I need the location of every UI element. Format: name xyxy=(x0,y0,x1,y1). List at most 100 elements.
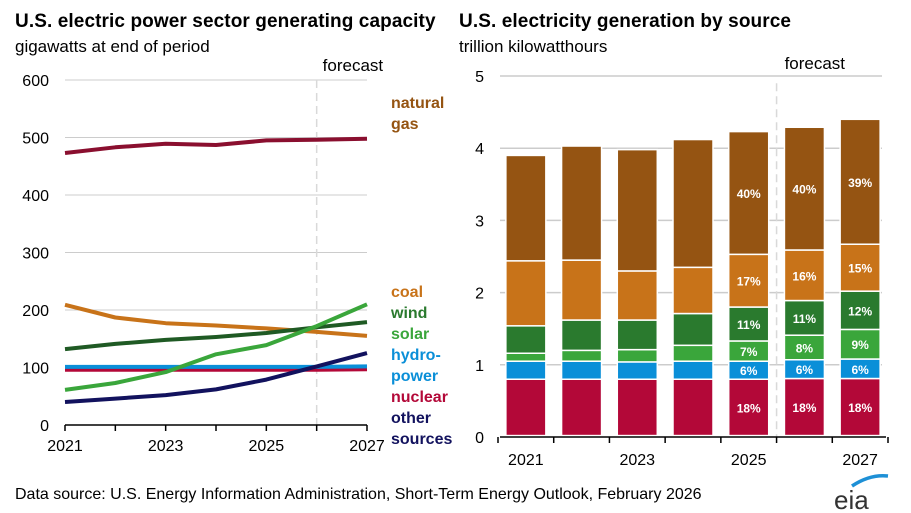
bar-data-label: 39% xyxy=(848,176,872,190)
bar-data-label: 18% xyxy=(737,401,761,415)
left-y-tick-label: 200 xyxy=(22,303,49,320)
bar-segment-nuclear xyxy=(560,378,603,437)
left-chart-title: U.S. electric power sector generating ca… xyxy=(15,11,436,32)
legend-label-other: sources xyxy=(391,431,452,448)
right-x-tick-label: 2023 xyxy=(619,452,655,469)
legend-label-nuclear: nuclear xyxy=(391,389,448,406)
right-y-tick-label: 3 xyxy=(475,213,484,230)
bar-segment-nuclear xyxy=(672,378,714,437)
bar-segment-hydropower xyxy=(505,360,547,380)
eia-logo: eia xyxy=(834,473,889,512)
line-series-natural-gas xyxy=(64,136,368,155)
bar-segment-hydropower xyxy=(616,361,659,380)
right-x-tick-label: 2021 xyxy=(508,452,544,469)
bar-data-label: 15% xyxy=(848,262,872,276)
line-series-solar xyxy=(64,302,368,392)
bar-segment-nuclear xyxy=(505,378,547,437)
right-y-tick-label: 2 xyxy=(475,286,484,303)
bar-segment-natural-gas xyxy=(839,118,881,245)
bar-segment-coal xyxy=(616,270,659,321)
bar-segment-nuclear xyxy=(783,377,826,437)
bar-data-label: 16% xyxy=(792,269,816,283)
bar-segment-solar xyxy=(505,352,547,362)
bar-segment-wind xyxy=(560,319,603,352)
bar-segment-nuclear xyxy=(616,378,659,437)
line-series-nuclear xyxy=(65,367,368,372)
left-x-tick-label: 2023 xyxy=(148,438,184,455)
left-forecast-label: forecast xyxy=(323,56,384,75)
legend-label-other: other xyxy=(391,410,431,427)
bar-segment-solar xyxy=(616,348,659,363)
bar-data-label: 6% xyxy=(796,363,814,377)
bar-segment-natural-gas xyxy=(560,145,603,261)
bar-data-label: 12% xyxy=(848,304,872,318)
legend-label-hydropower: power xyxy=(391,368,438,385)
bar-segment-natural-gas xyxy=(783,126,826,251)
left-y-tick-label: 600 xyxy=(22,73,49,90)
line-series-coal xyxy=(64,302,368,338)
bar-data-label: 6% xyxy=(851,363,869,377)
legend-label-natural-gas: gas xyxy=(391,116,419,133)
bar-segment-wind xyxy=(616,319,659,351)
bar-data-label: 40% xyxy=(737,187,761,201)
bar-segment-wind xyxy=(505,325,547,354)
bar-segment-nuclear xyxy=(839,377,881,437)
bar-segment-solar xyxy=(560,349,603,362)
bar-segment-coal xyxy=(560,259,603,321)
eia-logo-arc-icon xyxy=(851,473,889,488)
bar-data-label: 11% xyxy=(737,318,761,332)
left-y-tick-label: 100 xyxy=(22,361,49,378)
bar-segment-wind xyxy=(672,312,714,347)
bar-data-label: 17% xyxy=(737,275,761,289)
left-y-tick-label: 400 xyxy=(22,188,49,205)
bar-data-label: 8% xyxy=(796,341,814,355)
bar-segment-natural-gas xyxy=(672,138,714,269)
left-x-tick-label: 2021 xyxy=(47,438,83,455)
left-y-tick-label: 500 xyxy=(22,131,49,148)
left-y-tick-label: 0 xyxy=(40,418,49,435)
bar-segment-solar xyxy=(672,344,714,362)
bar-data-label: 18% xyxy=(792,401,816,415)
right-forecast-label: forecast xyxy=(785,54,846,73)
bar-segment-wind xyxy=(839,290,881,331)
line-series-other xyxy=(64,351,368,404)
bar-segment-coal xyxy=(783,249,826,302)
left-x-tick-label: 2027 xyxy=(349,438,385,455)
right-x-tick-label: 2025 xyxy=(731,452,767,469)
left-x-tick-label: 2025 xyxy=(249,438,285,455)
data-source-note: Data source: U.S. Energy Information Adm… xyxy=(15,486,702,503)
right-y-tick-label: 4 xyxy=(475,141,484,158)
left-chart-subtitle: gigawatts at end of period xyxy=(15,37,210,56)
right-chart-title: U.S. electricity generation by source xyxy=(459,11,792,32)
bar-segment-coal xyxy=(839,243,881,292)
bar-data-label: 7% xyxy=(740,345,758,359)
right-y-tick-label: 0 xyxy=(475,430,484,447)
bar-segment-natural-gas xyxy=(727,130,770,256)
bar-segment-natural-gas xyxy=(616,148,659,272)
eia-logo-text: eia xyxy=(834,485,869,512)
legend-label-solar: solar xyxy=(391,326,429,343)
bar-segment-solar xyxy=(783,334,826,361)
legend-label-wind: wind xyxy=(390,305,427,322)
bar-segment-coal xyxy=(505,260,547,327)
bar-segment-coal xyxy=(672,266,714,315)
right-x-tick-label: 2027 xyxy=(842,452,878,469)
legend-label-natural-gas: natural xyxy=(391,95,444,112)
legend-label-hydropower: hydro- xyxy=(391,347,441,364)
right-y-tick-label: 1 xyxy=(475,358,484,375)
bar-data-label: 40% xyxy=(792,183,816,197)
bar-data-label: 9% xyxy=(851,338,869,352)
bar-segment-hydropower xyxy=(672,360,714,380)
bar-data-label: 6% xyxy=(740,364,758,378)
bar-segment-wind xyxy=(783,299,826,336)
bar-segment-hydropower xyxy=(560,360,603,380)
bar-data-label: 18% xyxy=(848,401,872,415)
legend-label-coal: coal xyxy=(391,284,423,301)
bar-segment-nuclear xyxy=(727,378,770,437)
right-y-tick-label: 5 xyxy=(475,69,484,86)
bar-segment-coal xyxy=(727,253,770,308)
bar-data-label: 11% xyxy=(793,312,817,326)
right-chart-subtitle: trillion kilowatthours xyxy=(459,37,608,56)
left-y-tick-label: 300 xyxy=(22,246,49,263)
